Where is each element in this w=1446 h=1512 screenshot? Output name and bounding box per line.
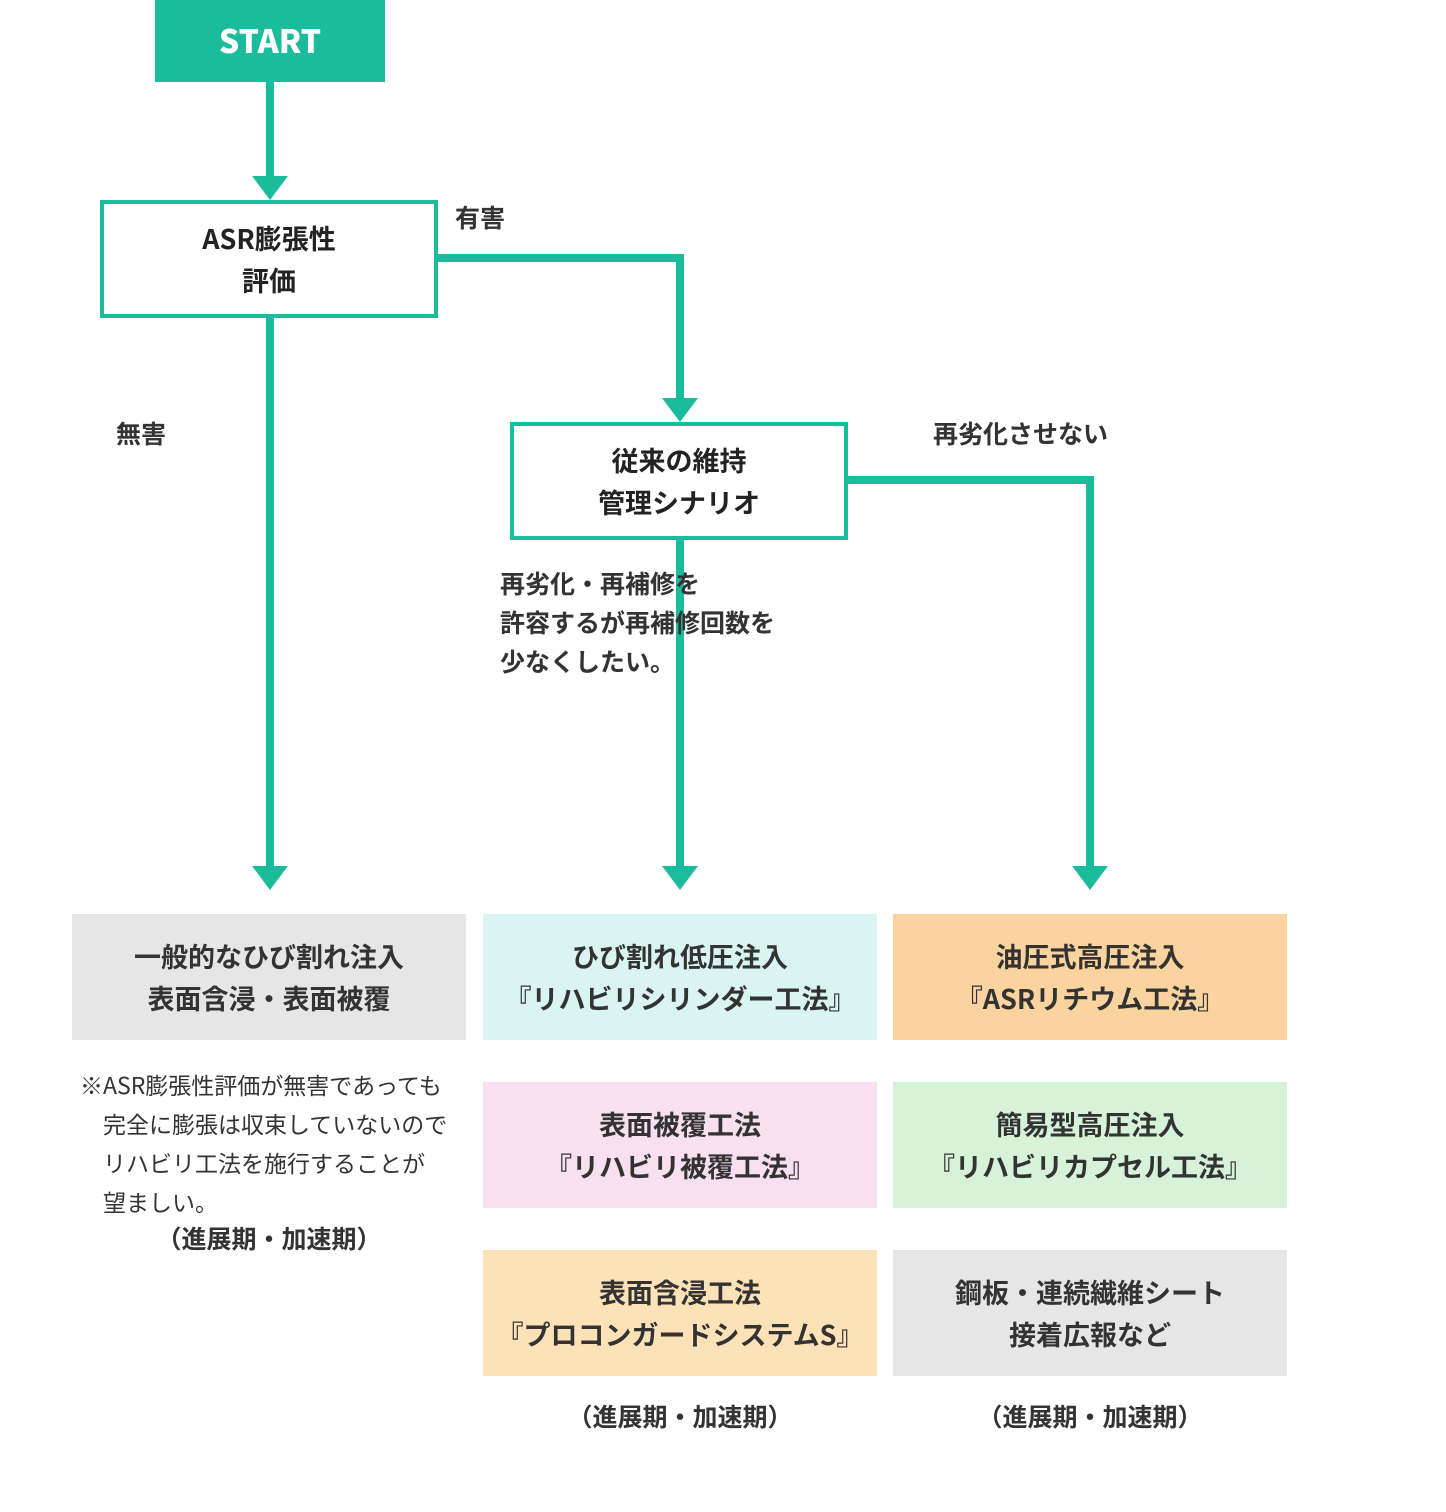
edge-label-2: 再劣化させない (933, 414, 1108, 453)
start-node: START (155, 0, 385, 82)
c3-line1: 鋼板・連続繊維シート (955, 1271, 1225, 1313)
result-b2: 表面被覆工法 『リハビリ被覆工法』 (483, 1082, 877, 1208)
result-c3: 鋼板・連続繊維シート 接着広報など (893, 1250, 1287, 1376)
b2-line2: 『リハビリ被覆工法』 (545, 1145, 815, 1187)
a1-line1: 一般的なひび割れ注入 (134, 935, 404, 977)
edge-arrowhead-2 (1072, 866, 1108, 890)
b2-line1: 表面被覆工法 (599, 1103, 761, 1145)
edge-label-3: 無害 (116, 414, 166, 453)
c3-line2: 接着広報など (1009, 1313, 1171, 1355)
edge-label-1: 有害 (455, 198, 505, 237)
note-line: ※ASR膨張性評価が無害であっても (80, 1065, 447, 1104)
c2-line2: 『リハビリカプセル工法』 (928, 1145, 1252, 1187)
scenario-node: 従来の維持 管理シナリオ (510, 422, 848, 540)
note-line: 望ましい。 (80, 1182, 447, 1221)
b1-line1: ひび割れ低圧注入 (572, 935, 788, 977)
scen-line1: 従来の維持 (612, 439, 747, 481)
note-line: 完全に膨張は収束していないので (80, 1104, 447, 1143)
asr-eval-node: ASR膨張性 評価 (100, 200, 438, 318)
asr-line2: 評価 (242, 259, 296, 301)
c1-line1: 油圧式高圧注入 (996, 935, 1185, 977)
edge-arrowhead-3 (252, 866, 288, 890)
note-line: リハビリ工法を施行することが (80, 1143, 447, 1182)
result-c1: 油圧式高圧注入 『ASRリチウム工法』 (893, 914, 1287, 1040)
result-c2: 簡易型高圧注入 『リハビリカプセル工法』 (893, 1082, 1287, 1208)
stage-label-1: （進展期・加速期） (483, 1398, 877, 1434)
edge-arrowhead-1 (662, 398, 698, 422)
stage-label-2: （進展期・加速期） (893, 1398, 1287, 1434)
edge-2 (848, 480, 1090, 866)
asr-note: ※ASR膨張性評価が無害であっても 完全に膨張は収束していないので リハビリ工法… (80, 1065, 447, 1221)
b3-line1: 表面含浸工法 (599, 1271, 761, 1313)
result-b3: 表面含浸工法 『プロコンガードシステムS』 (483, 1250, 877, 1376)
a1-line2: 表面含浸・表面被覆 (148, 977, 391, 1019)
start-label: START (219, 16, 321, 66)
edge-1 (438, 258, 680, 398)
edge-arrowhead-0 (252, 176, 288, 200)
scen-line2: 管理シナリオ (598, 481, 760, 523)
edge-label-4: 再劣化・再補修を許容するが再補修回数を少なくしたい。 (500, 564, 775, 680)
c1-line2: 『ASRリチウム工法』 (956, 977, 1225, 1019)
asr-line1: ASR膨張性 (202, 217, 336, 259)
b3-line2: 『プロコンガードシステムS』 (496, 1313, 863, 1355)
result-b1: ひび割れ低圧注入 『リハビリシリンダー工法』 (483, 914, 877, 1040)
edge-arrowhead-4 (662, 866, 698, 890)
result-a1: 一般的なひび割れ注入 表面含浸・表面被覆 (72, 914, 466, 1040)
stage-label-0: （進展期・加速期） (72, 1220, 466, 1256)
c2-line1: 簡易型高圧注入 (996, 1103, 1185, 1145)
b1-line2: 『リハビリシリンダー工法』 (505, 977, 856, 1019)
